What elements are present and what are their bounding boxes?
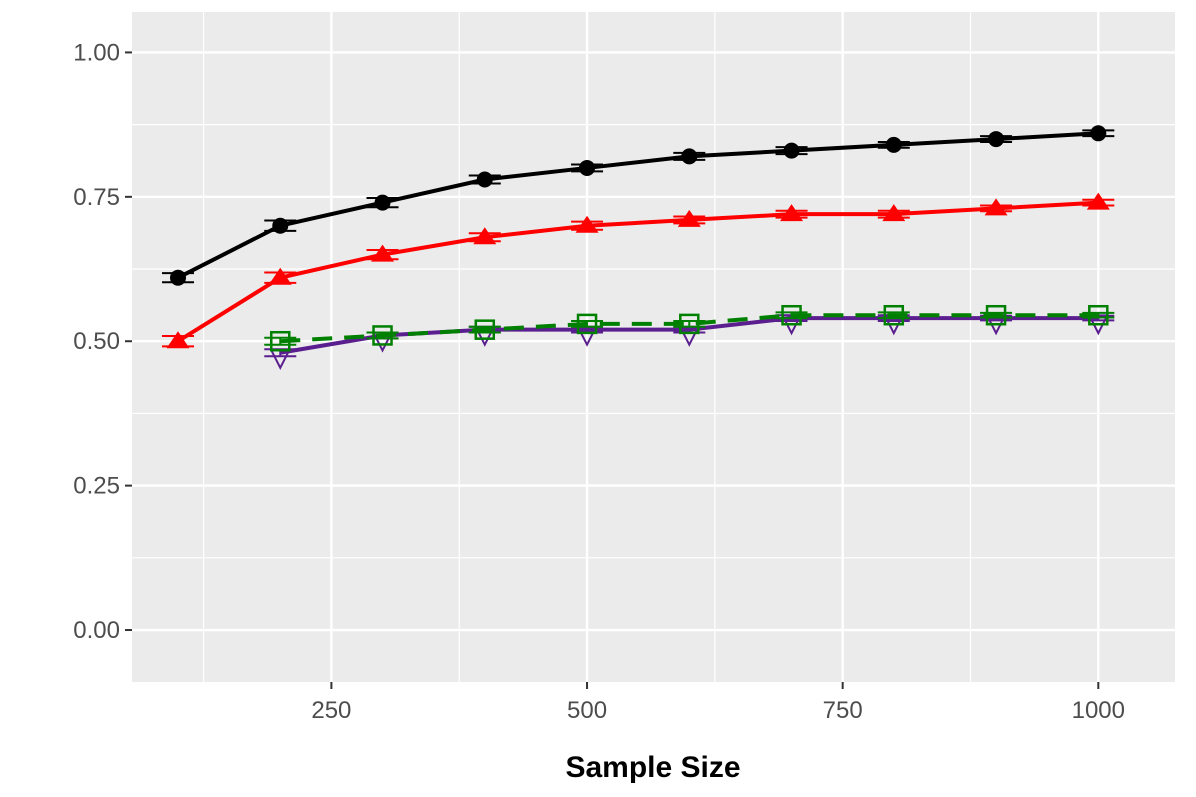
y-tick-label: 0.00 <box>73 617 120 644</box>
data-point <box>166 331 190 349</box>
data-point <box>885 136 902 153</box>
data-point <box>677 209 701 227</box>
data-point <box>988 131 1005 148</box>
series-1 <box>162 125 1115 286</box>
data-point <box>272 217 289 234</box>
data-point <box>371 244 395 262</box>
data-point <box>1086 192 1110 210</box>
x-tick-label: 750 <box>823 697 863 724</box>
x-tick-label: 500 <box>567 697 607 724</box>
y-tick-label: 0.75 <box>73 184 120 211</box>
data-point <box>474 319 496 340</box>
data-point <box>681 148 698 165</box>
minor-gridlines <box>132 12 1175 682</box>
x-axis-title: Sample Size <box>565 751 740 784</box>
series-4 <box>264 304 1115 352</box>
series-layer <box>162 125 1115 370</box>
data-point <box>268 267 292 285</box>
data-point <box>476 171 493 188</box>
data-point <box>783 142 800 159</box>
data-point <box>576 313 598 335</box>
major-gridlines <box>132 12 1175 682</box>
x-tick-label: 1000 <box>1072 697 1125 724</box>
data-point <box>679 313 700 335</box>
y-tick-label: 1.00 <box>73 39 120 66</box>
series-line <box>280 313 1099 344</box>
y-tick-label: 0.50 <box>73 328 120 355</box>
data-point <box>984 198 1008 216</box>
data-point <box>1090 125 1107 142</box>
data-point <box>882 204 906 222</box>
data-point <box>374 194 391 211</box>
data-point <box>780 204 804 222</box>
x-tick-label: 250 <box>311 697 351 724</box>
series-2 <box>162 192 1115 349</box>
data-point <box>985 304 1007 326</box>
data-point <box>372 325 393 346</box>
y-tick-label: 0.25 <box>73 473 120 500</box>
series-line <box>177 131 1099 280</box>
data-point <box>1088 304 1109 326</box>
data-point <box>883 304 905 326</box>
data-point <box>270 330 291 352</box>
series-line <box>176 200 1099 343</box>
data-point <box>170 269 187 286</box>
data-point <box>781 304 802 326</box>
data-point <box>579 159 596 176</box>
axes: 250 500 750 1000 0.00 0.25 0.50 0.75 1.00 <box>73 39 1125 724</box>
data-point <box>473 227 497 245</box>
data-point <box>575 215 599 233</box>
